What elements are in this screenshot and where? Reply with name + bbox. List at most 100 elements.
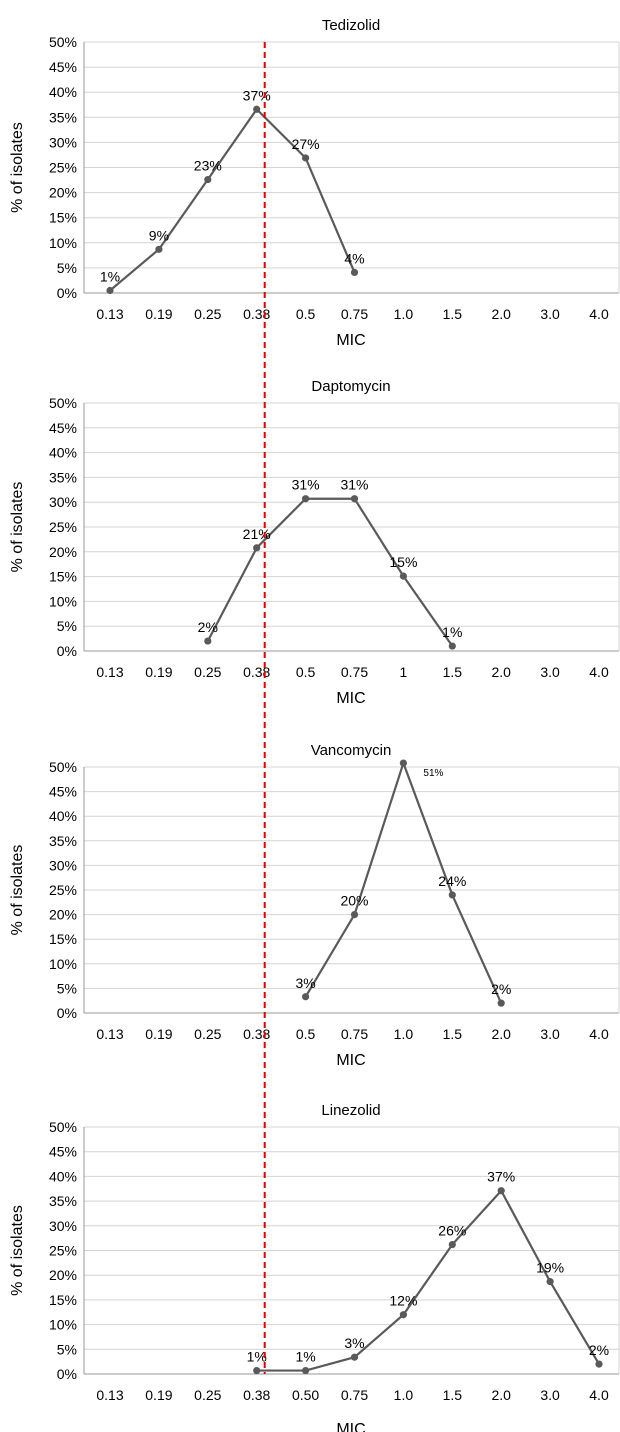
data-label: 37% [487,1169,515,1185]
y-tick-label: 20% [49,1267,77,1283]
data-label: 3% [344,1335,364,1351]
y-tick-label: 5% [57,260,77,276]
y-tick-label: 35% [49,1193,77,1209]
data-point [253,105,261,113]
x-tick-label: 4.0 [589,664,609,680]
data-label: 31% [340,477,368,493]
y-tick-label: 20% [49,185,77,201]
y-axis-title: % of isolates [9,845,26,936]
data-point [546,1278,554,1286]
data-label: 37% [243,87,271,103]
data-point [399,572,407,580]
x-tick-label: 0.25 [194,306,221,322]
x-tick-label: 0.50 [292,1387,319,1403]
data-point [497,1187,505,1195]
x-tick-label: 3.0 [540,1026,560,1042]
y-tick-label: 15% [49,210,77,226]
x-tick-label: 0.75 [341,664,368,680]
x-tick-label: 0.75 [341,306,368,322]
y-tick-label: 0% [57,285,77,301]
x-tick-label: 1.0 [394,1026,414,1042]
y-tick-label: 40% [49,445,77,461]
x-tick-label: 0.5 [296,1026,316,1042]
y-tick-label: 5% [57,1341,77,1357]
chart-linezolid: Linezolid 0% 5% 10% 15% 20% 25% 30% 35% 40% 45% 50%… [9,1102,620,1432]
data-label: 21% [243,526,271,542]
data-point [302,154,310,162]
y-tick-label: 45% [49,1144,77,1160]
series-line [206,497,454,647]
y-tick-label: 10% [49,956,77,972]
y-tick-label: 45% [49,59,77,75]
x-tick-label: 0.75 [341,1387,368,1403]
data-label: 20% [340,893,368,909]
y-axis-title: % of isolates [9,1205,26,1296]
data-label: 26% [438,1223,466,1239]
x-tick-label: 0.25 [194,1026,221,1042]
y-tick-label: 20% [49,544,77,560]
chart-title: Linezolid [321,1102,380,1119]
data-point [448,1240,456,1249]
data-point [302,495,310,503]
y-tick-label: 45% [49,784,77,800]
x-tick-label: 1.5 [443,1387,463,1403]
y-tick-label: 50% [49,759,77,775]
y-tick-label: 30% [49,494,77,510]
data-label: 19% [536,1260,564,1276]
data-label: 1% [100,268,120,284]
x-tick-label: 4.0 [589,1026,609,1042]
x-axis-title: MIC [336,332,365,349]
x-tick-label: 2.0 [491,306,511,322]
data-point [204,175,212,184]
data-label: 2% [589,1342,609,1358]
data-point [350,495,359,503]
x-tick-label: 1.5 [443,1026,463,1042]
data-point [399,1311,407,1319]
y-tick-label: 35% [49,469,77,485]
x-tick-label: 2.0 [491,664,511,680]
x-axis-title: MIC [336,690,365,707]
series-line [256,1188,600,1372]
data-label: 1% [295,1349,315,1365]
x-tick-label: 0.19 [145,1026,172,1042]
x-tick-label: 2.0 [491,1387,511,1403]
x-tick-label: 0.25 [194,1387,221,1403]
data-point [399,759,407,767]
x-axis-title: MIC [336,1421,365,1432]
data-label: 15% [389,554,417,570]
x-tick-label: 3.0 [540,306,560,322]
chart-title: Vancomycin [311,742,392,759]
data-point [302,993,310,1001]
y-axis-title: % of isolates [9,122,26,213]
x-tick-label: 0.13 [96,1026,123,1042]
data-label: 1% [247,1349,267,1365]
data-point [253,544,261,552]
x-tick-label: 0.13 [96,664,123,680]
data-point [253,1366,261,1375]
data-label: 2% [198,619,218,635]
data-label: 1% [442,624,462,640]
y-tick-label: 50% [49,1119,77,1135]
data-label: 24% [438,873,466,889]
x-tick-label: 0.19 [145,306,172,322]
chart-vancomycin: Vancomycin 0% 5% 10% 15% 20% 25% 30% 35% 40% 45% 50… [9,742,620,1069]
data-point [448,642,456,650]
data-point [595,1360,603,1368]
data-point [350,268,359,277]
y-tick-label: 10% [49,235,77,251]
x-tick-label: 2.0 [491,1026,511,1042]
x-tick-label: 0.19 [145,1387,172,1403]
x-tick-label: 4.0 [589,1387,609,1403]
x-tick-label: 0.13 [96,306,123,322]
x-tick-label: 0.38 [243,1026,270,1042]
y-tick-label: 30% [49,857,77,873]
data-label: 31% [292,477,320,493]
data-label: 12% [389,1293,417,1309]
y-tick-label: 40% [49,84,77,100]
y-tick-label: 35% [49,833,77,849]
y-tick-label: 30% [49,134,77,150]
x-tick-label: 0.38 [243,306,270,322]
chart-title: Tedizolid [322,17,380,34]
x-tick-label: 3.0 [540,1387,560,1403]
data-point [155,245,163,253]
